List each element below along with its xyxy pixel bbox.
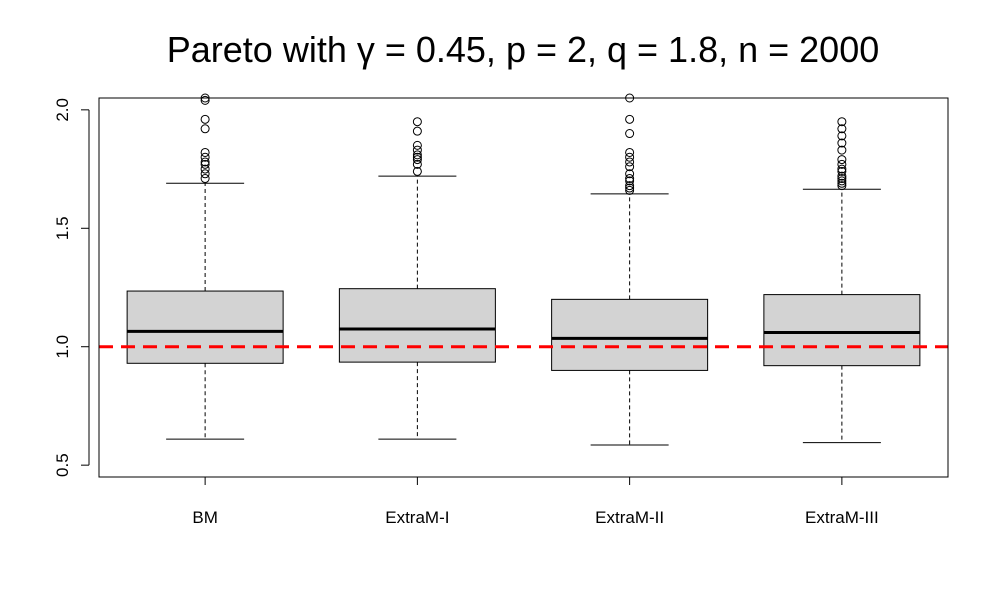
- outlier-point: [837, 166, 847, 176]
- x-tick-label: ExtraM-III: [805, 508, 879, 527]
- y-tick-label: 0.5: [53, 453, 72, 477]
- outlier-point: [837, 159, 847, 169]
- outlier-point: [837, 174, 847, 184]
- outlier-point: [837, 164, 847, 174]
- outlier-point: [837, 155, 847, 165]
- outlier-point: [837, 124, 847, 134]
- box-group-extram-iii: [763, 117, 921, 444]
- outlier-point: [625, 169, 635, 179]
- x-tick-label: ExtraM-I: [385, 508, 449, 527]
- box-iqr: [338, 288, 496, 363]
- outlier-point: [412, 166, 422, 176]
- outlier-point: [412, 117, 422, 127]
- outlier-point: [200, 174, 210, 184]
- plot-frame: [98, 97, 949, 478]
- outlier-point: [412, 150, 422, 160]
- outlier-point: [625, 157, 635, 167]
- outlier-point: [412, 145, 422, 155]
- box-iqr: [126, 290, 284, 364]
- outlier-point: [200, 157, 210, 167]
- outlier-point: [625, 162, 635, 172]
- outlier-point: [412, 126, 422, 136]
- outlier-point: [837, 138, 847, 148]
- outlier-point: [625, 147, 635, 157]
- outlier-point: [625, 152, 635, 162]
- outlier-point: [625, 174, 635, 184]
- box-group-extram-ii: [551, 93, 709, 446]
- y-tick-label: 1.5: [53, 216, 72, 240]
- outlier-point: [625, 129, 635, 139]
- outlier-point: [837, 131, 847, 141]
- chart-title: Pareto with γ = 0.45, p = 2, q = 1.8, n …: [167, 29, 880, 70]
- outlier-point: [200, 164, 210, 174]
- outlier-point: [200, 169, 210, 179]
- outlier-point: [412, 140, 422, 150]
- outlier-point: [837, 117, 847, 127]
- outlier-point: [200, 152, 210, 162]
- outlier-point: [625, 181, 635, 191]
- outlier-point: [837, 178, 847, 188]
- outlier-point: [625, 176, 635, 186]
- y-tick-label: 2.0: [53, 98, 72, 122]
- y-tick-label: 1.0: [53, 335, 72, 359]
- x-tick-label: ExtraM-II: [595, 508, 664, 527]
- outlier-point: [837, 176, 847, 186]
- outlier-point: [837, 181, 847, 191]
- outlier-point: [625, 185, 635, 195]
- outlier-point: [837, 171, 847, 181]
- outlier-point: [200, 159, 210, 169]
- outlier-point: [200, 147, 210, 157]
- outlier-point: [200, 95, 210, 105]
- outlier-point: [837, 145, 847, 155]
- outlier-point: [412, 155, 422, 165]
- x-tick-label: BM: [192, 508, 218, 527]
- outlier-point: [625, 183, 635, 193]
- outlier-point: [412, 159, 422, 169]
- box-group-extram-i: [338, 117, 496, 440]
- outlier-point: [625, 114, 635, 124]
- outlier-point: [412, 152, 422, 162]
- outlier-point: [200, 114, 210, 124]
- outlier-point: [200, 124, 210, 134]
- box-group-bm: [126, 93, 284, 440]
- box-iqr: [763, 294, 921, 367]
- box-iqr: [551, 298, 709, 371]
- plot-area: 0.5 1.0 1.5 2.0 BM ExtraM-I ExtraM-II ExtraM-II…: [53, 93, 949, 527]
